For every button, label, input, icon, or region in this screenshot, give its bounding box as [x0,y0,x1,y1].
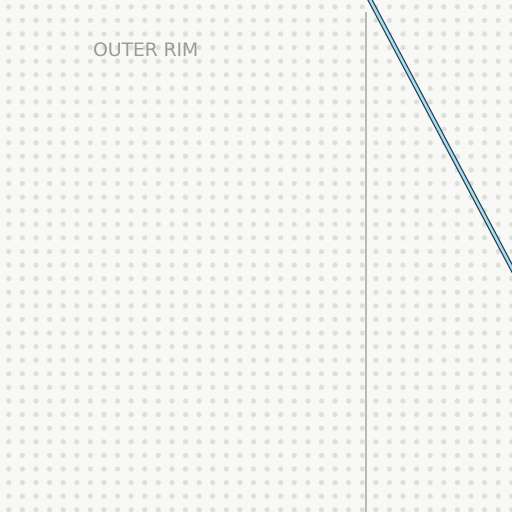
route-line[interactable] [368,0,512,272]
region-label: OUTER RIM [93,39,199,61]
